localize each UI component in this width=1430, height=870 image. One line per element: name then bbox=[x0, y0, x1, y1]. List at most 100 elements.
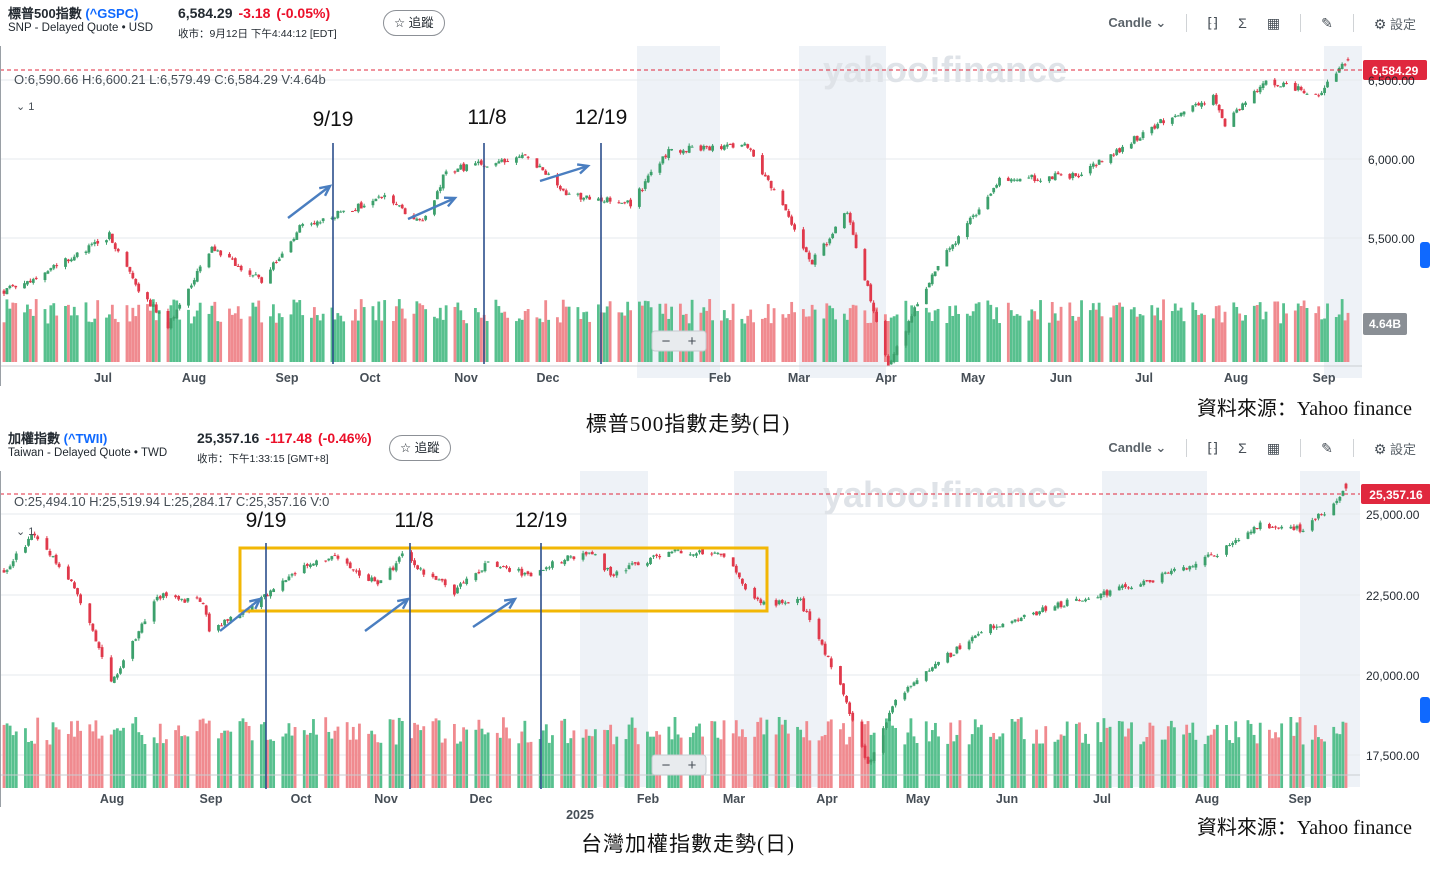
quote-symbol[interactable]: (^TWII) bbox=[63, 431, 108, 446]
volume-bar bbox=[629, 310, 633, 362]
volume-bar bbox=[986, 300, 990, 362]
volume-bar bbox=[397, 717, 401, 788]
candle-body bbox=[699, 145, 703, 151]
volume-bar bbox=[572, 730, 576, 788]
volume-bar bbox=[974, 303, 978, 362]
volume-bar bbox=[1041, 743, 1045, 788]
volume-bar bbox=[49, 305, 53, 362]
volume-bar bbox=[1173, 303, 1177, 362]
candle-body bbox=[465, 578, 469, 584]
volume-bar bbox=[1274, 732, 1277, 788]
volume-bar bbox=[1310, 739, 1314, 788]
volume-bar bbox=[293, 727, 297, 788]
volume-bar bbox=[379, 742, 383, 788]
volume-bar bbox=[547, 319, 551, 362]
candle-body bbox=[968, 217, 972, 224]
candle-body bbox=[886, 355, 890, 366]
candle-body bbox=[781, 190, 785, 206]
volume-bar bbox=[84, 302, 88, 362]
volume-bar bbox=[413, 722, 416, 788]
volume-bar bbox=[740, 318, 744, 362]
zoom-control bbox=[651, 330, 707, 352]
bracket-icon[interactable]: ⁅⁆ bbox=[1207, 14, 1219, 31]
volume-bar bbox=[437, 720, 441, 788]
volume-bar bbox=[34, 299, 38, 362]
chart-type-dropdown[interactable]: Candle ⌄ bbox=[1108, 15, 1166, 31]
candle-body bbox=[774, 600, 778, 606]
candle-body bbox=[474, 163, 477, 166]
candle-body bbox=[213, 246, 217, 251]
candle-body bbox=[807, 252, 811, 260]
candle-body bbox=[722, 553, 726, 557]
volume-bar bbox=[722, 720, 726, 788]
candle-body bbox=[933, 271, 937, 276]
volume-bar bbox=[70, 721, 73, 788]
taiex-chart[interactable]: yahoo!finance 25,357.1617,500.0020,000.00… bbox=[0, 471, 1430, 831]
volume-bar bbox=[860, 743, 864, 788]
candle-body bbox=[1074, 598, 1078, 601]
candle-body bbox=[971, 215, 975, 217]
candle-body bbox=[1241, 103, 1244, 111]
candle-body bbox=[79, 594, 82, 604]
volume-bar bbox=[834, 319, 837, 362]
candle-body bbox=[321, 218, 325, 222]
settings-button[interactable]: ⚙ 設定 bbox=[1374, 14, 1416, 33]
volume-bar bbox=[1346, 312, 1350, 362]
candle-body bbox=[172, 317, 176, 319]
pencil-icon[interactable]: ✎ bbox=[1321, 439, 1333, 456]
volume-bar bbox=[848, 308, 852, 362]
volume-bar bbox=[474, 729, 478, 788]
sigma-icon[interactable]: Σ bbox=[1238, 440, 1247, 456]
calendar-icon[interactable]: ▦ bbox=[1266, 14, 1281, 31]
sigma-icon[interactable]: Σ bbox=[1238, 15, 1247, 31]
volume-bar bbox=[462, 320, 466, 362]
sp500-chart[interactable]: yahoo!finance 6,584.295,500.006,000.006,5… bbox=[0, 46, 1430, 386]
candle-body bbox=[131, 272, 135, 279]
volume-bar bbox=[544, 724, 548, 788]
side-tab-handle bbox=[1420, 242, 1430, 268]
candle-body bbox=[474, 573, 478, 581]
candle-body bbox=[973, 635, 977, 638]
candle-body bbox=[716, 552, 720, 554]
volume-bar bbox=[131, 723, 135, 788]
quote-header: 加權指數 (^TWII) Taiwan - Delayed Quote • TW… bbox=[0, 425, 1430, 471]
x-tick-label: Aug bbox=[182, 371, 206, 385]
x-tick-label: Apr bbox=[875, 371, 897, 385]
bracket-icon[interactable]: ⁅⁆ bbox=[1207, 439, 1219, 456]
follow-button[interactable]: ☆ 追蹤 bbox=[389, 435, 451, 461]
volume-bar bbox=[342, 321, 346, 362]
volume-bar bbox=[174, 730, 177, 788]
candle-body bbox=[872, 302, 876, 312]
candle-body bbox=[483, 563, 487, 572]
candle-body bbox=[295, 232, 299, 240]
candle-body bbox=[69, 259, 73, 262]
volume-bar bbox=[441, 319, 445, 362]
candle-body bbox=[485, 166, 489, 168]
volume-bar bbox=[851, 304, 855, 362]
quote-symbol[interactable]: (^GSPC) bbox=[85, 6, 139, 21]
volume-bar bbox=[410, 738, 413, 788]
candle-body bbox=[444, 171, 448, 175]
volume-bar bbox=[195, 310, 199, 362]
candle-body bbox=[315, 560, 318, 566]
calendar-icon[interactable]: ▦ bbox=[1266, 439, 1281, 456]
candle-body bbox=[421, 220, 425, 222]
zoom-out-button: − bbox=[662, 757, 671, 774]
candle-body bbox=[746, 144, 750, 148]
pencil-icon[interactable]: ✎ bbox=[1321, 14, 1333, 31]
volume-bar bbox=[228, 308, 231, 362]
candle-body bbox=[434, 575, 438, 580]
volume-bar bbox=[636, 744, 640, 788]
candle-body bbox=[1053, 173, 1057, 181]
candle-body bbox=[1097, 159, 1101, 165]
settings-button[interactable]: ⚙ 設定 bbox=[1374, 439, 1416, 458]
zoom-in-button: + bbox=[688, 757, 697, 774]
follow-button[interactable]: ☆ 追蹤 bbox=[383, 10, 445, 36]
volume-bar bbox=[951, 315, 955, 362]
volume-bar bbox=[149, 310, 152, 362]
candle-body bbox=[465, 164, 469, 171]
volume-bar bbox=[1102, 718, 1106, 788]
chart-type-dropdown[interactable]: Candle ⌄ bbox=[1108, 440, 1166, 456]
candle-body bbox=[946, 652, 950, 663]
volume-bar bbox=[976, 727, 980, 788]
